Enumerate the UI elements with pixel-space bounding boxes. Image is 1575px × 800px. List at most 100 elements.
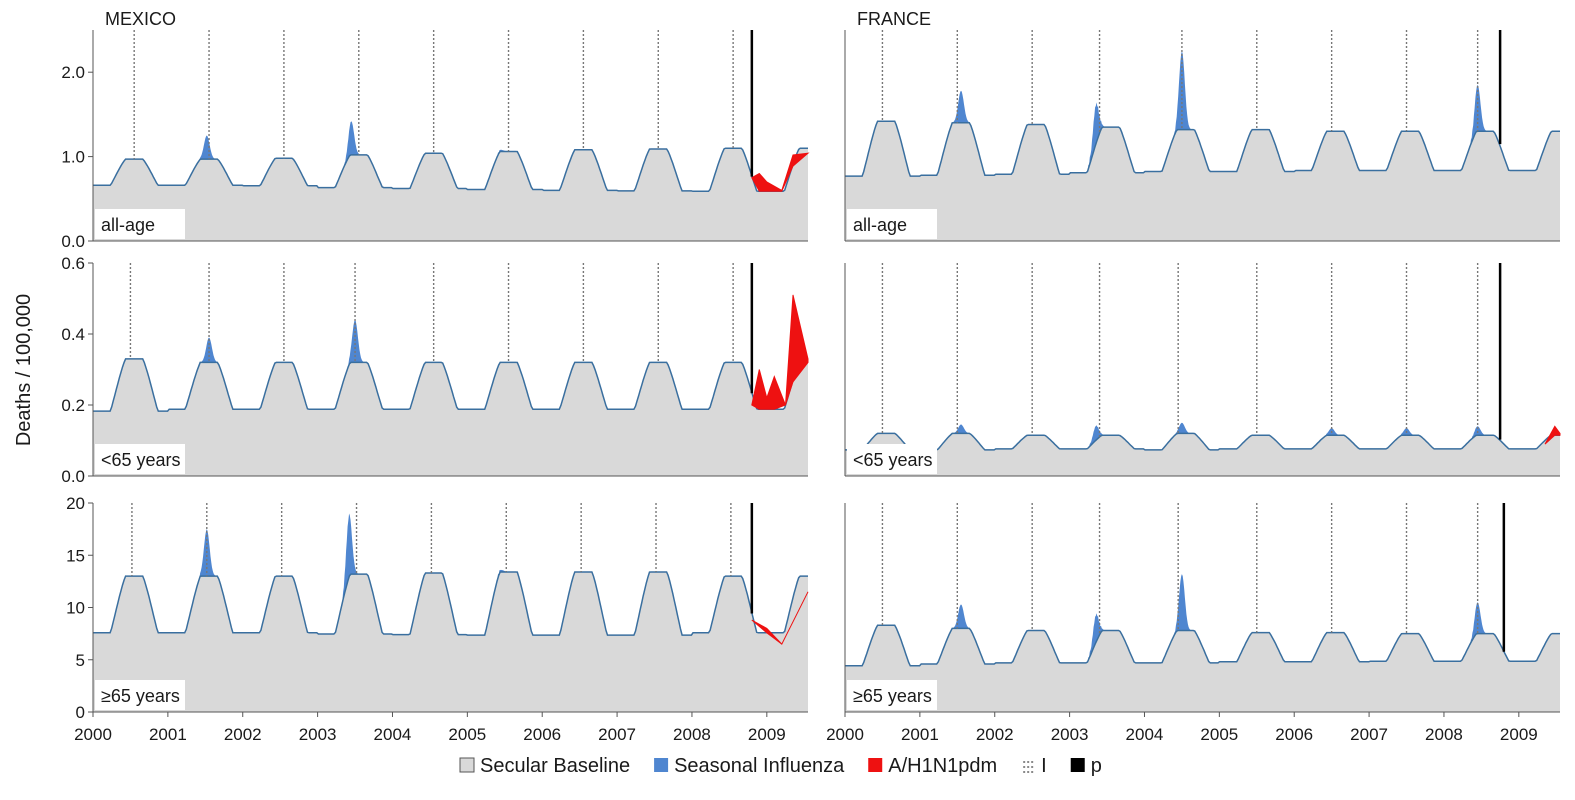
x-tick-label: 2001 [149, 725, 187, 744]
seasonal-excess-1 [1086, 102, 1105, 172]
pandemic-excess [751, 294, 809, 410]
seasonal-excess-1 [340, 513, 358, 613]
baseline-line [845, 624, 1560, 667]
panel-label-box [847, 444, 937, 474]
legend-swatch [654, 758, 669, 772]
legend-swatch [459, 757, 475, 773]
x-tick-label: 2000 [74, 725, 112, 744]
panel-mexico-0: 0.0 1.0 2.0 MEXICO all-age [61, 9, 810, 251]
seasonal-excess-0 [197, 529, 216, 586]
y-tick-label: 20 [66, 494, 85, 513]
panel-label-box [95, 680, 185, 710]
pandemic-excess [751, 152, 810, 192]
y-tick-label: 0.6 [61, 254, 85, 273]
panel-label: ≥65 years [853, 686, 932, 706]
x-tick-label: 2003 [299, 725, 337, 744]
panel-label: all-age [853, 215, 907, 235]
x-tick-label: 2008 [1425, 725, 1463, 744]
baseline-area [93, 572, 808, 712]
panel-label-box [95, 444, 185, 474]
y-tick-label: 0.0 [61, 467, 85, 486]
panel-mexico-2: 0 5 10 15 20 2000 2001 2002 2003 2004 2005 2006 2007… [66, 494, 809, 744]
panel-mexico-1: 0.0 0.2 0.4 0.6 <65 years [61, 254, 809, 486]
legend-label: I [1041, 755, 1047, 777]
seasonal-excess-3 [1322, 428, 1341, 439]
panel-title: FRANCE [857, 9, 931, 29]
seasonal-excess-0 [952, 424, 970, 434]
baseline-line [93, 571, 808, 636]
baseline-area [845, 433, 1560, 476]
x-tick-label: 2000 [826, 725, 864, 744]
seasonal-excess-5 [1468, 426, 1487, 443]
x-tick-label: 2003 [1051, 725, 1089, 744]
seasonal-excess-0 [197, 135, 216, 164]
seasonal-excess-2 [1172, 574, 1191, 638]
y-axis-label: Deaths / 100,000 [13, 294, 35, 446]
baseline-area [845, 625, 1560, 712]
x-tick-label: 2005 [448, 725, 486, 744]
legend-label: Secular Baseline [480, 755, 630, 777]
legend-swatch [868, 758, 883, 772]
panel-label-box [847, 209, 937, 239]
seasonal-excess-4 [1397, 428, 1416, 439]
y-tick-label: 0 [76, 703, 85, 722]
x-tick-label: 2004 [1126, 725, 1164, 744]
panel-label: <65 years [101, 450, 181, 470]
seasonal-excess-1 [1086, 613, 1105, 662]
panel-france-0: FRANCE all-age [844, 9, 1560, 242]
y-tick-label: 15 [66, 546, 85, 565]
seasonal-excess-0 [952, 90, 970, 123]
legend: Secular Baseline Seasonal Influenza A/H1N1… [459, 755, 1102, 777]
baseline-line [845, 120, 1560, 177]
legend-item-3: I [1023, 755, 1047, 777]
panel-label: ≥65 years [101, 686, 180, 706]
x-tick-label: 2009 [748, 725, 786, 744]
y-tick-label: 5 [76, 651, 85, 670]
x-tick-label: 2008 [673, 725, 711, 744]
legend-item-0: Secular Baseline [459, 755, 630, 777]
panel-label-box [95, 209, 185, 239]
panel-france-1: <65 years [844, 263, 1561, 477]
legend-item-4: p [1070, 755, 1102, 777]
x-tick-label: 2001 [901, 725, 939, 744]
legend-item-1: Seasonal Influenza [654, 755, 845, 777]
panels: 0.0 1.0 2.0 MEXICO all-age 0.0 0.2 0.4 0.6 <65 ye… [61, 9, 1561, 744]
y-tick-label: 1.0 [61, 148, 85, 167]
baseline-line [845, 432, 1560, 451]
baseline-line [93, 147, 808, 193]
legend-label: Seasonal Influenza [674, 755, 845, 777]
x-tick-label: 2007 [598, 725, 636, 744]
seasonal-excess-0 [200, 337, 218, 363]
x-tick-label: 2006 [523, 725, 561, 744]
x-tick-label: 2004 [374, 725, 412, 744]
panel-label: all-age [101, 215, 155, 235]
seasonal-excess-0 [952, 604, 970, 629]
seasonal-excess-1 [1086, 425, 1105, 449]
y-tick-label: 0.2 [61, 396, 85, 415]
x-tick-label: 2002 [976, 725, 1014, 744]
x-tick-label: 2006 [1275, 725, 1313, 744]
panel-label-box [847, 680, 937, 710]
baseline-line [93, 358, 808, 412]
y-tick-label: 2.0 [61, 63, 85, 82]
baseline-area [93, 148, 808, 241]
y-tick-label: 10 [66, 599, 85, 618]
legend-swatch [1070, 758, 1085, 772]
panel-title: MEXICO [105, 9, 176, 29]
x-tick-label: 2002 [224, 725, 262, 744]
legend-label: p [1091, 755, 1102, 777]
x-tick-label: 2007 [1350, 725, 1388, 744]
pandemic-excess [751, 591, 809, 645]
seasonal-excess-1 [346, 319, 364, 373]
panel-france-2: 2000 2001 2002 2003 2004 2005 2006 2007 2008 2009… [826, 503, 1560, 744]
x-tick-label: 2005 [1200, 725, 1238, 744]
panel-label: <65 years [853, 450, 933, 470]
pandemic-excess [1544, 425, 1561, 445]
baseline-area [93, 358, 808, 476]
legend-label: A/H1N1pdm [888, 755, 997, 777]
legend-item-2: A/H1N1pdm [868, 755, 997, 777]
baseline-area [845, 121, 1560, 241]
y-tick-label: 0.0 [61, 232, 85, 251]
y-tick-label: 0.4 [61, 325, 85, 344]
